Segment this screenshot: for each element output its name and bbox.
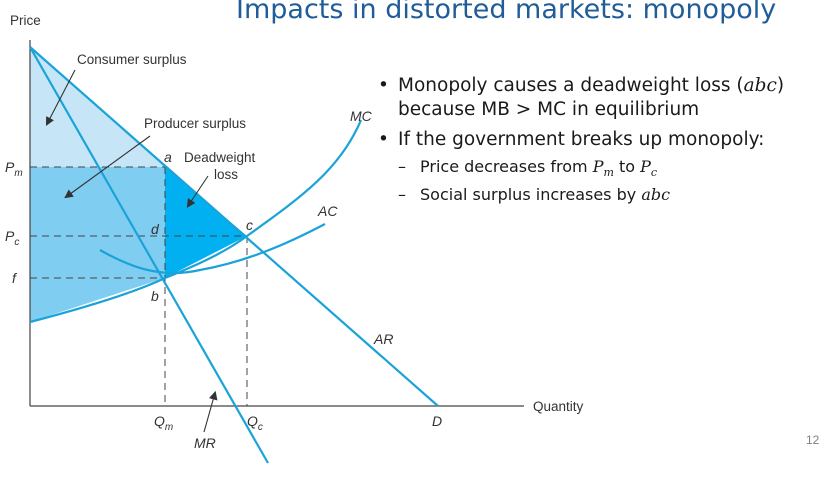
ac-curve [99,223,326,275]
ac-label: AC [317,203,338,219]
bullet-1-line2: because MB > MC in equilibrium [398,99,700,120]
mr-label-arrow [203,390,218,433]
bullet-dot: • [378,129,389,150]
bullet-1-abc: abc [743,75,777,96]
qc-label: Qc [247,413,263,433]
bullet-breakup: • If the government breaks up monopoly: [378,128,838,152]
bullet-1-close: ) [776,75,785,96]
deadweight-loss-area [165,167,247,278]
sub-1-pm: P [592,157,604,176]
producer-surplus-label: Producer surplus [144,116,246,131]
consumer-surplus-arrow [45,69,76,126]
bullet-1-text: Monopoly causes a deadweight loss ( [398,75,744,96]
sub-2-text: Social surplus increases by [420,185,642,204]
ar-label: AR [373,331,393,347]
sub-1-text: Price decreases from [420,157,593,176]
ar-demand-curve [29,46,439,407]
slide-title: Impacts in distorted markets: monopoly [236,0,777,25]
mc-label: MC [350,108,373,124]
point-a-label: a [164,149,172,165]
qm-label: Qm [154,413,173,433]
point-d-label: d [151,221,160,237]
subbullet-price: – Price decreases from Pm to Pc [378,156,838,180]
mr-curve [29,46,269,464]
point-b-label: b [151,288,159,304]
subbullet-surplus: – Social surplus increases by abc [378,184,838,206]
mr-label: MR [194,435,216,451]
producer-surplus-area [30,167,165,322]
pc-label: Pc [5,228,19,248]
sub-1-mid: to [613,157,641,176]
bullet-dot: • [378,75,389,96]
page-number: 12 [806,433,820,447]
mc-curve [29,119,363,324]
point-c-label: c [246,217,253,233]
y-axis-label: Price [10,13,41,28]
dash: – [398,185,406,204]
bullet-2-text: If the government breaks up monopoly: [398,129,765,150]
pm-label: Pm [5,159,23,179]
deadweight-label: Deadweight [184,150,256,165]
sub-2-abc: abc [641,185,671,204]
sub-1-pc-sub: c [650,166,658,179]
bullet-deadweight: • Monopoly causes a deadweight loss (abc… [378,74,838,122]
dash: – [398,157,406,176]
demand-endpoint-label: D [432,413,442,429]
loss-label: loss [214,167,238,182]
sub-1-pm-sub: m [603,166,614,179]
deadweight-loss-arrow [186,175,209,208]
x-axis-label: Quantity [533,399,584,414]
bullet-list: • Monopoly causes a deadweight loss (abc… [378,74,838,206]
consumer-surplus-label: Consumer surplus [77,52,187,67]
producer-surplus-arrow [64,135,151,199]
f-label: f [12,270,18,286]
sub-1-pc: P [640,157,651,176]
